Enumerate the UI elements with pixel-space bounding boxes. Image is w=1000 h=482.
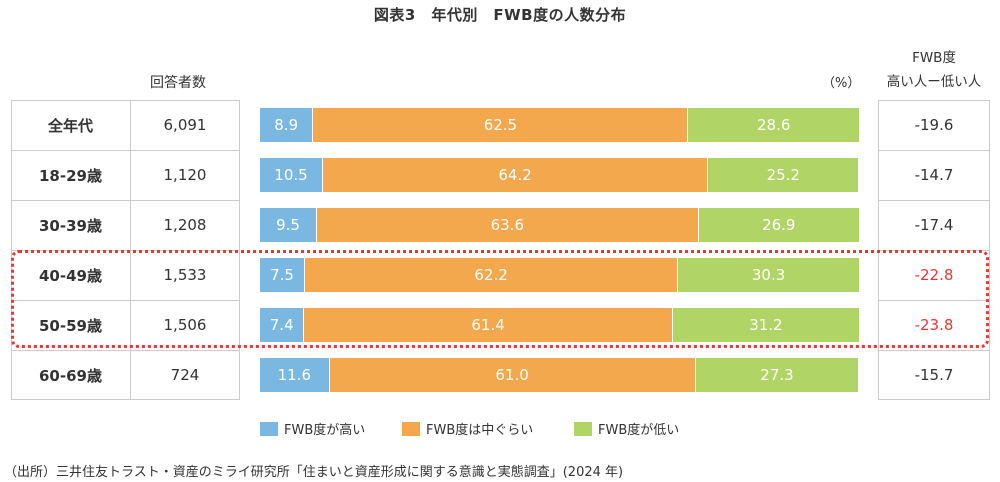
row-count: 1,208: [163, 216, 207, 234]
row-label: 18-29歳: [39, 166, 102, 185]
bar-segment-3: 27.3: [695, 358, 860, 392]
bar-segment-3: 26.9: [698, 208, 860, 242]
row-diff: -15.7: [914, 366, 954, 384]
row-label: 全年代: [47, 116, 93, 135]
legend-item: FWB度は中ぐらい: [402, 419, 533, 438]
bar-segment-2: 62.2: [305, 258, 679, 292]
bar-segment-2: 63.6: [317, 208, 699, 242]
highlight-box: [11, 250, 989, 348]
row-divider: [878, 150, 990, 151]
row-diff: -14.7: [914, 166, 954, 184]
legend-item: FWB度が低い: [574, 419, 679, 438]
row-divider: [878, 350, 990, 351]
bar-segment-3: 28.6: [688, 108, 860, 142]
row-diff: -22.8: [914, 266, 954, 284]
row-diff: -19.6: [914, 116, 954, 134]
bar-segment-3: 31.2: [672, 308, 860, 342]
source-note: （出所）三井住友トラスト・資産のミライ研究所「住まいと資産形成に関する意識と実態…: [4, 465, 624, 480]
count-header: 回答者数: [150, 75, 206, 91]
row-label: 60-69歳: [39, 366, 102, 385]
bar-segment-2: 64.2: [323, 158, 709, 192]
diff-header-line2: 高い人ー低い人: [886, 74, 982, 90]
bar-segment-2: 61.0: [329, 358, 696, 392]
row-divider: [878, 300, 990, 301]
bar-segment-1: 8.9: [260, 108, 314, 142]
row-divider: [11, 300, 240, 301]
legend-swatch: [402, 421, 420, 436]
bar-segment-1: 10.5: [260, 158, 323, 192]
row-count: 1,506: [163, 316, 207, 334]
bar-segment-3: 30.3: [678, 258, 860, 292]
diff-header-line1: FWB度: [912, 50, 956, 66]
bar-segment-3: 25.2: [708, 158, 860, 192]
legend-swatch: [260, 421, 278, 436]
row-divider: [11, 200, 240, 201]
legend-item: FWB度が高い: [260, 419, 365, 438]
row-label: 40-49歳: [39, 266, 102, 285]
row-count: 724: [170, 366, 200, 384]
legend-label: FWB度が低い: [598, 423, 680, 438]
bar-segment-1: 7.5: [260, 258, 305, 292]
legend-label: FWB度が高い: [284, 423, 366, 438]
row-label: 30-39歳: [39, 216, 102, 235]
row-count: 6,091: [163, 116, 207, 134]
bar-segment-1: 11.6: [260, 358, 330, 392]
diff-header: FWB度 高い人ー低い人: [870, 46, 998, 94]
chart-title: 図表3 年代別 FWB度の人数分布: [373, 6, 627, 24]
row-count: 1,120: [163, 166, 207, 184]
row-divider: [11, 350, 240, 351]
legend-label: FWB度は中ぐらい: [426, 423, 534, 438]
unit-label: （%）: [822, 76, 861, 91]
row-diff: -23.8: [914, 316, 954, 334]
row-label: 50-59歳: [39, 316, 102, 335]
bar-segment-2: 62.5: [313, 108, 689, 142]
row-divider: [878, 200, 990, 201]
row-diff: -17.4: [914, 216, 954, 234]
row-divider: [11, 150, 240, 151]
row-count: 1,533: [163, 266, 207, 284]
bar-segment-2: 61.4: [304, 308, 673, 342]
bar-segment-1: 9.5: [260, 208, 317, 242]
legend-swatch: [574, 421, 592, 436]
bar-segment-1: 7.4: [260, 308, 305, 342]
